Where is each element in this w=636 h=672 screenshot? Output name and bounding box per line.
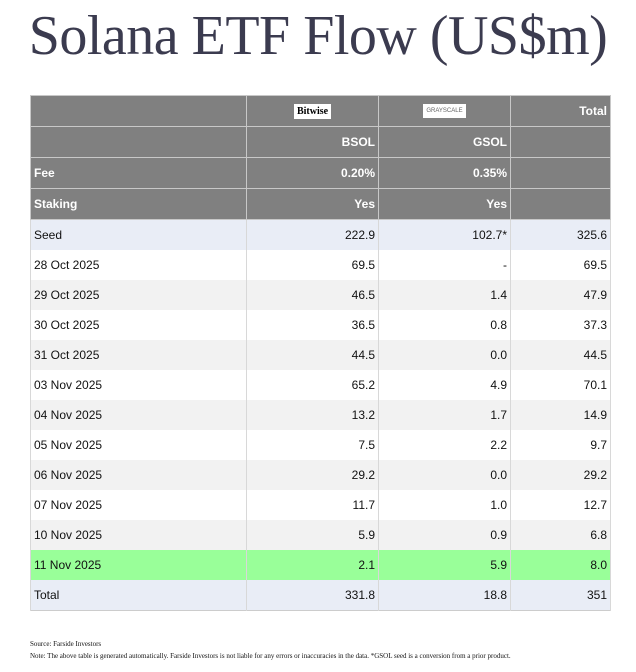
cell-total: 44.5 <box>510 340 611 370</box>
etf-flow-table: Bitwise GRAYSCALE Total BSOL GSOL Fee 0.… <box>30 95 611 611</box>
cell-label: Total <box>30 580 247 611</box>
fee-label: Fee <box>30 157 247 189</box>
cell-bsol: 11.7 <box>246 490 379 520</box>
bitwise-logo: Bitwise <box>293 103 332 119</box>
disclaimer-note: Note: The above table is generated autom… <box>30 652 511 660</box>
cell-gsol: 1.0 <box>378 490 511 520</box>
cell-bsol: 7.5 <box>246 430 379 460</box>
cell-gsol: 18.8 <box>378 580 511 611</box>
cell-bsol: 29.2 <box>246 460 379 490</box>
cell-bsol: 65.2 <box>246 370 379 400</box>
cell-gsol: 2.2 <box>378 430 511 460</box>
table-row: Seed 222.9 102.7* 325.6 <box>30 219 611 250</box>
cell-total: 8.0 <box>510 550 611 580</box>
cell-total: 69.5 <box>510 250 611 280</box>
cell-gsol: 1.7 <box>378 400 511 430</box>
cell-label: 11 Nov 2025 <box>30 550 247 580</box>
cell-label: 31 Oct 2025 <box>30 340 247 370</box>
cell-gsol: 0.0 <box>378 460 511 490</box>
cell-total: 14.9 <box>510 400 611 430</box>
cell-bsol: 46.5 <box>246 280 379 310</box>
cell-total: 37.3 <box>510 310 611 340</box>
cell-total: 47.9 <box>510 280 611 310</box>
table-row: 05 Nov 2025 7.5 2.2 9.7 <box>30 430 611 460</box>
cell-bsol: 36.5 <box>246 310 379 340</box>
table-row: 28 Oct 2025 69.5-69.5 <box>30 250 611 280</box>
staking-gsol: Yes <box>378 188 511 220</box>
header-row-issuers: Bitwise GRAYSCALE Total <box>30 95 611 127</box>
header-row-staking: Staking Yes Yes <box>30 188 611 220</box>
grayscale-logo: GRAYSCALE <box>423 104 466 119</box>
cell-total: 12.7 <box>510 490 611 520</box>
table-row: 04 Nov 2025 13.2 1.7 14.9 <box>30 400 611 430</box>
header-row-tickers: BSOL GSOL <box>30 126 611 158</box>
cell-label: 29 Oct 2025 <box>30 280 247 310</box>
cell-label: 28 Oct 2025 <box>30 250 247 280</box>
cell-bsol: 69.5 <box>246 250 379 280</box>
cell-label: 10 Nov 2025 <box>30 520 247 550</box>
cell-gsol: 0.0 <box>378 340 511 370</box>
staking-bsol: Yes <box>246 188 379 220</box>
cell-gsol: 102.7* <box>378 219 511 250</box>
cell-bsol: 2.1 <box>246 550 379 580</box>
cell-bsol: 13.2 <box>246 400 379 430</box>
ticker-gsol: GSOL <box>378 126 511 158</box>
page-title: Solana ETF Flow (US$m) <box>28 5 608 67</box>
cell-total: 351 <box>510 580 611 611</box>
cell-label: 30 Oct 2025 <box>30 310 247 340</box>
cell-label: 05 Nov 2025 <box>30 430 247 460</box>
cell-bsol: 331.8 <box>246 580 379 611</box>
table-row: 30 Oct 2025 36.5 0.8 37.3 <box>30 310 611 340</box>
total-row: Total 331.8 18.8 351 <box>30 580 611 611</box>
ticker-bsol: BSOL <box>246 126 379 158</box>
cell-label: 03 Nov 2025 <box>30 370 247 400</box>
cell-label: Seed <box>30 219 247 250</box>
cell-total: 9.7 <box>510 430 611 460</box>
header-row-fee: Fee 0.20% 0.35% <box>30 157 611 189</box>
fee-gsol: 0.35% <box>378 157 511 189</box>
cell-total: 29.2 <box>510 460 611 490</box>
cell-gsol: 4.9 <box>378 370 511 400</box>
table-row: 07 Nov 2025 11.7 1.0 12.7 <box>30 490 611 520</box>
staking-label: Staking <box>30 188 247 220</box>
table-row: 31 Oct 2025 44.5 0.0 44.5 <box>30 340 611 370</box>
table-row: 11 Nov 2025 2.1 5.9 8.0 <box>30 550 611 580</box>
cell-bsol: 222.9 <box>246 219 379 250</box>
cell-bsol: 5.9 <box>246 520 379 550</box>
cell-label: 07 Nov 2025 <box>30 490 247 520</box>
cell-total: 325.6 <box>510 219 611 250</box>
cell-gsol: 0.9 <box>378 520 511 550</box>
cell-label: 04 Nov 2025 <box>30 400 247 430</box>
cell-bsol: 44.5 <box>246 340 379 370</box>
table-row: 10 Nov 2025 5.9 0.9 6.8 <box>30 520 611 550</box>
table-row: 06 Nov 2025 29.2 0.0 29.2 <box>30 460 611 490</box>
cell-gsol: - <box>378 250 511 280</box>
cell-gsol: 1.4 <box>378 280 511 310</box>
table-row: 29 Oct 2025 46.5 1.4 47.9 <box>30 280 611 310</box>
table-row: 03 Nov 2025 65.2 4.9 70.1 <box>30 370 611 400</box>
cell-total: 70.1 <box>510 370 611 400</box>
cell-gsol: 0.8 <box>378 310 511 340</box>
source-note: Source: Farside Investors <box>30 640 102 648</box>
cell-gsol: 5.9 <box>378 550 511 580</box>
cell-label: 06 Nov 2025 <box>30 460 247 490</box>
fee-bsol: 0.20% <box>246 157 379 189</box>
cell-total: 6.8 <box>510 520 611 550</box>
total-header: Total <box>510 95 611 127</box>
